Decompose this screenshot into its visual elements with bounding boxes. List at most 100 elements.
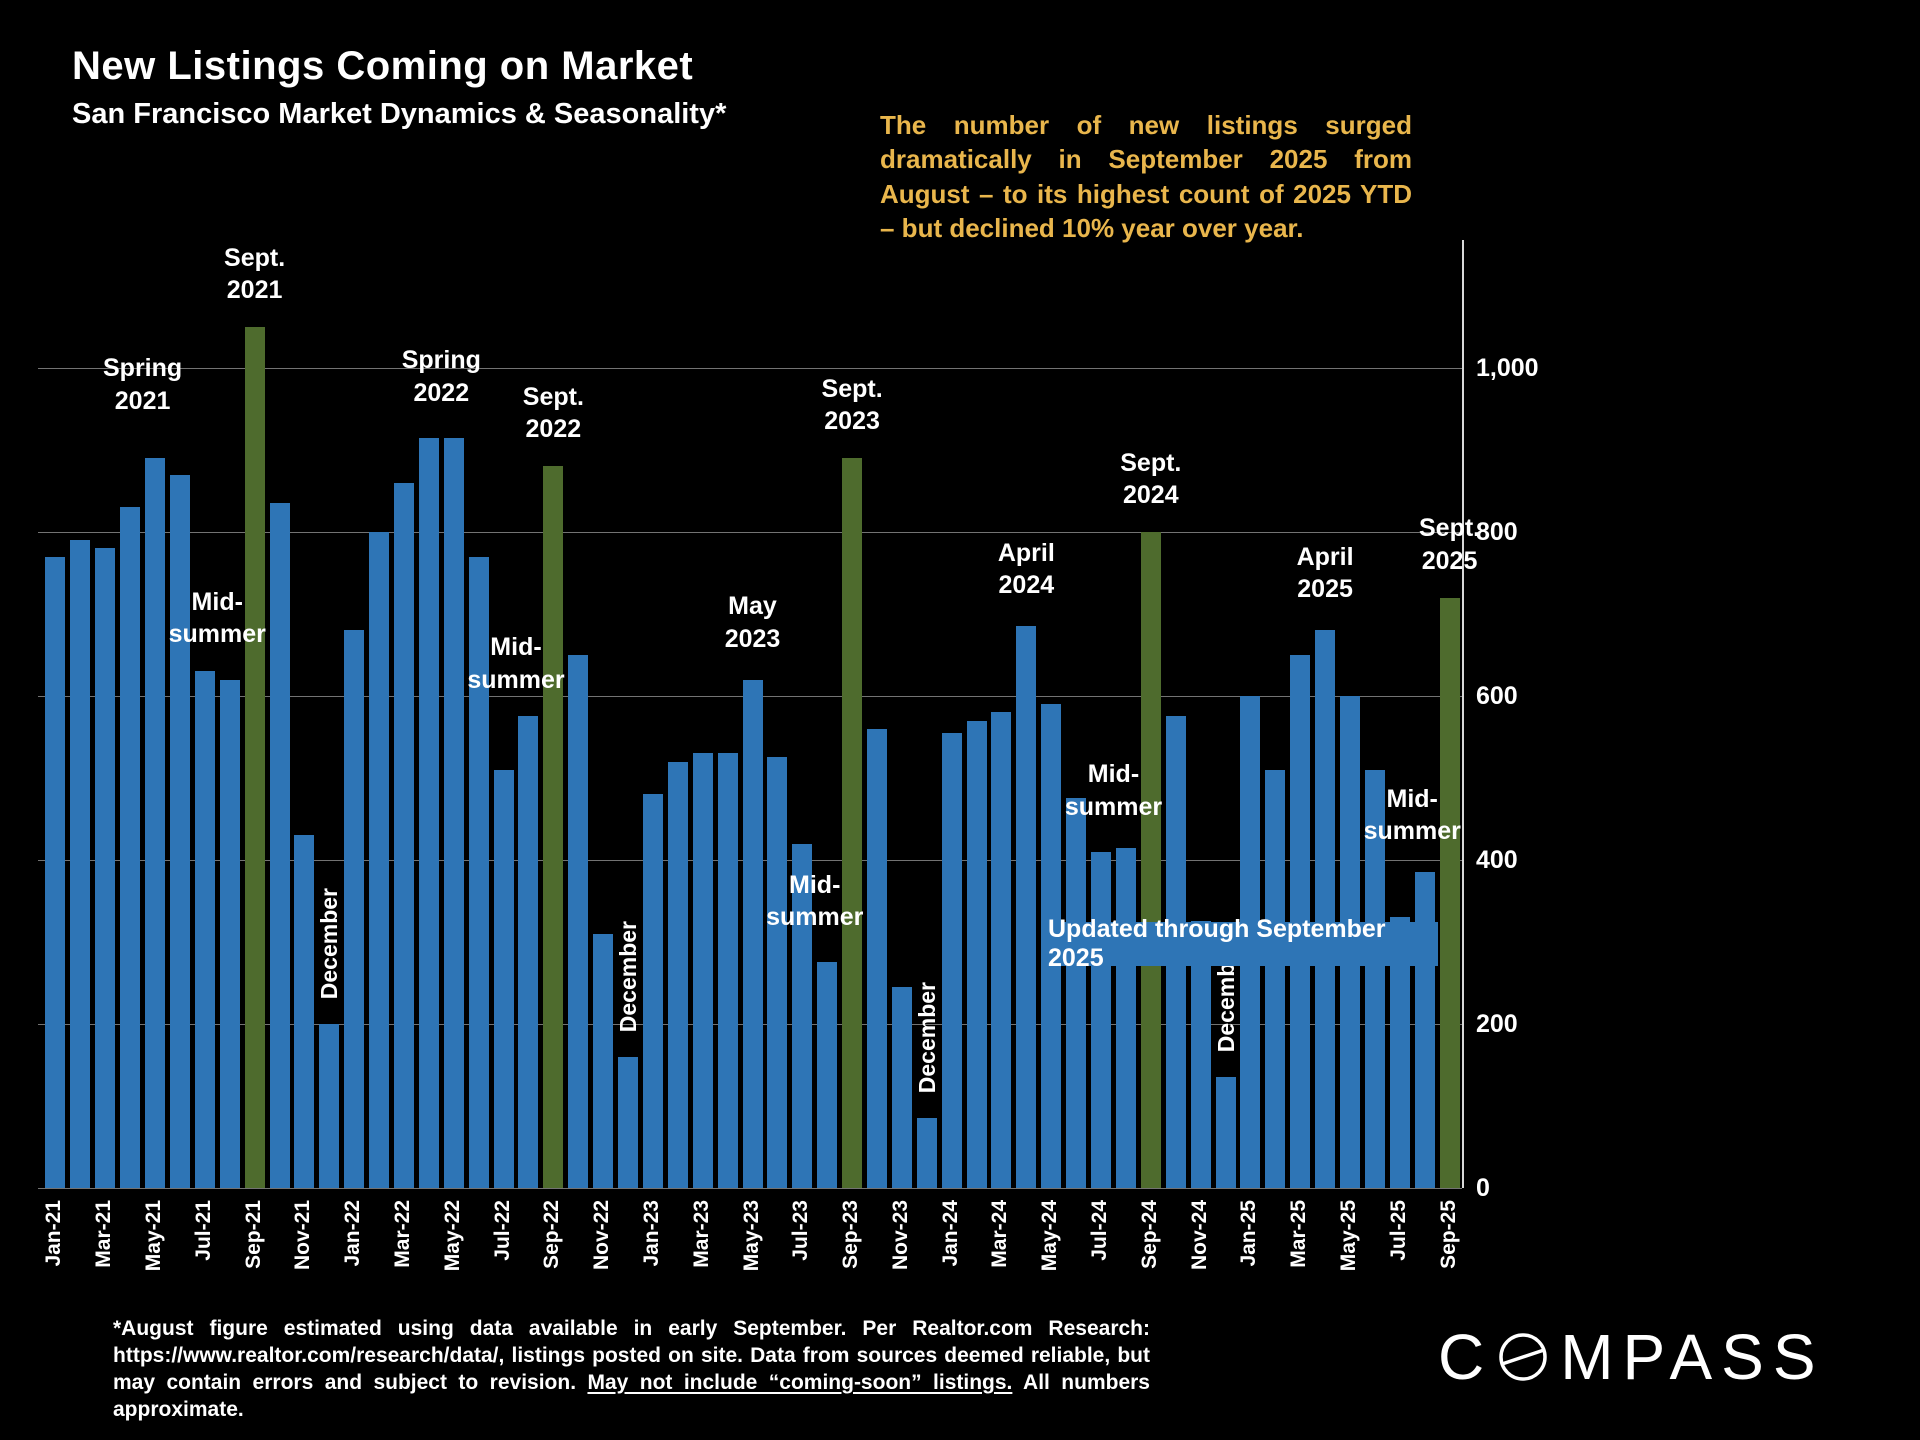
- bar-Jul-25: [1389, 917, 1410, 1188]
- x-axis-label-Jul-24: Jul-24: [1088, 1200, 1112, 1261]
- x-axis-label-Jan-22: Jan-22: [341, 1200, 365, 1267]
- y-axis-label-200: 200: [1476, 1010, 1518, 1038]
- x-axis-label-May-23: May-23: [739, 1200, 763, 1272]
- x-axis-label-Sep-25: Sep-25: [1436, 1200, 1460, 1269]
- x-axis-label-Nov-23: Nov-23: [888, 1200, 912, 1271]
- x-axis-label-Mar-23: Mar-23: [689, 1200, 713, 1268]
- annotation-spring-2022: Spring 2022: [401, 346, 481, 407]
- bar-Mar-22: [393, 483, 414, 1188]
- bar-Jul-22: [493, 770, 514, 1188]
- x-axis-label-Jan-21: Jan-21: [42, 1200, 66, 1267]
- bar-Feb-25: [1265, 770, 1286, 1188]
- x-axis-label-Mar-25: Mar-25: [1287, 1200, 1311, 1268]
- bar-Jun-21: [169, 475, 190, 1188]
- x-axis-label-Jul-22: Jul-22: [490, 1200, 514, 1261]
- annotation-mid-summer-2023: Mid- summer: [766, 870, 864, 932]
- x-axis-label-Sep-24: Sep-24: [1137, 1200, 1161, 1269]
- x-axis-label-May-22: May-22: [440, 1200, 464, 1272]
- x-axis-label-Jul-21: Jul-21: [191, 1200, 215, 1261]
- annotation-sept-2021: Sept. 2021: [224, 243, 286, 305]
- x-axis-label-May-24: May-24: [1038, 1200, 1062, 1272]
- footnote-pre: *August figure estimated using data avai…: [113, 1317, 1150, 1394]
- x-axis-label-May-25: May-25: [1336, 1200, 1360, 1272]
- bar-Dec-24: [1215, 1077, 1236, 1188]
- x-axis-label-Sep-21: Sep-21: [241, 1200, 265, 1269]
- bar-Jun-22: [468, 557, 489, 1188]
- bar-May-21: [145, 458, 166, 1188]
- footnote-underlined: May not include “coming-soon” listings.: [587, 1370, 1013, 1394]
- bar-Oct-22: [568, 655, 589, 1188]
- x-axis-label-Jan-25: Jan-25: [1237, 1200, 1261, 1267]
- bar-Feb-21: [70, 540, 91, 1188]
- y-axis-label-800: 800: [1476, 518, 1518, 546]
- x-axis-label-Mar-22: Mar-22: [390, 1200, 414, 1268]
- bar-Apr-21: [120, 507, 141, 1188]
- bar-Jan-23: [642, 794, 663, 1188]
- y-axis-label-400: 400: [1476, 846, 1518, 874]
- annotation-mid-summer-2025: Mid- summer: [1363, 784, 1461, 846]
- gridline-800: [38, 532, 1462, 533]
- gridline-1000: [38, 368, 1462, 369]
- footnote-post: All numbers approximate.: [113, 1370, 1150, 1421]
- annotation-december-2021: December: [316, 888, 343, 1000]
- bar-Jan-22: [344, 630, 365, 1188]
- bar-Aug-21: [219, 680, 240, 1188]
- annotation-april-2025: April 2025: [1296, 542, 1354, 604]
- bar-Nov-21: [294, 835, 315, 1188]
- logo-letter-c: C: [1438, 1321, 1494, 1393]
- bar-Aug-22: [518, 716, 539, 1188]
- bar-Jul-23: [792, 844, 813, 1188]
- bar-Sep-23: [842, 458, 863, 1188]
- annotation-sept-2024: Sept. 2024: [1120, 448, 1182, 510]
- bar-May-22: [443, 438, 464, 1188]
- annotation-april-2024: April 2024: [997, 538, 1055, 600]
- bar-Nov-22: [593, 934, 614, 1188]
- bar-Apr-25: [1315, 630, 1336, 1188]
- bar-Feb-23: [667, 762, 688, 1188]
- bar-Jan-21: [45, 557, 66, 1188]
- x-axis-label-Jan-23: Jan-23: [639, 1200, 663, 1267]
- annotation-mid-summer-2021: Mid- summer: [168, 587, 266, 649]
- logo-letters-mpass: MPASS: [1560, 1321, 1825, 1393]
- bar-Dec-23: [916, 1118, 937, 1188]
- annotation-spring-2021: Spring 2021: [102, 354, 183, 415]
- annotation-december-2023: December: [913, 982, 940, 1094]
- y-axis-label-600: 600: [1476, 682, 1518, 710]
- bar-Jul-24: [1091, 852, 1112, 1188]
- bar-Sep-25: [1439, 598, 1460, 1188]
- y-axis-label-0: 0: [1476, 1174, 1490, 1202]
- bar-Apr-23: [717, 753, 738, 1188]
- footnote: *August figure estimated using data avai…: [113, 1316, 1150, 1424]
- bar-Mar-23: [692, 753, 713, 1188]
- annotation-mid-summer-2024: Mid- summer: [1064, 760, 1163, 821]
- bar-Mar-25: [1290, 655, 1311, 1188]
- annotation-sept-2022: Sept. 2022: [522, 382, 584, 444]
- y-axis-label-1000: 1,000: [1476, 354, 1539, 382]
- callout-text: The number of new listings surged dramat…: [880, 110, 1412, 243]
- updated-banner: Updated through September 2025: [1048, 915, 1438, 972]
- bar-Mar-24: [991, 712, 1012, 1188]
- x-axis-label-Nov-21: Nov-21: [291, 1200, 315, 1271]
- bar-Sep-21: [244, 327, 265, 1188]
- bar-Dec-22: [618, 1057, 639, 1188]
- x-axis-label-Jul-25: Jul-25: [1386, 1200, 1410, 1261]
- x-axis-label-Nov-22: Nov-22: [590, 1200, 614, 1271]
- x-axis-label-Mar-24: Mar-24: [988, 1200, 1012, 1268]
- y-axis-line: [1462, 240, 1464, 1188]
- page-subtitle: San Francisco Market Dynamics & Seasonal…: [72, 98, 727, 130]
- bar-Apr-22: [418, 438, 439, 1188]
- bar-Apr-24: [1016, 626, 1037, 1188]
- x-axis-label-Mar-21: Mar-21: [92, 1200, 116, 1268]
- annotation-mid-summer-2022: Mid- summer: [467, 633, 565, 694]
- bar-Aug-24: [1115, 848, 1136, 1188]
- bar-May-23: [742, 680, 763, 1188]
- bar-Feb-24: [966, 721, 987, 1188]
- bar-Jan-24: [941, 733, 962, 1188]
- x-axis-label-May-21: May-21: [142, 1200, 166, 1272]
- gridline-0: [38, 1188, 1462, 1189]
- bar-Aug-23: [817, 962, 838, 1188]
- bar-Nov-24: [1190, 921, 1211, 1188]
- x-axis-label-Jul-23: Jul-23: [789, 1200, 813, 1261]
